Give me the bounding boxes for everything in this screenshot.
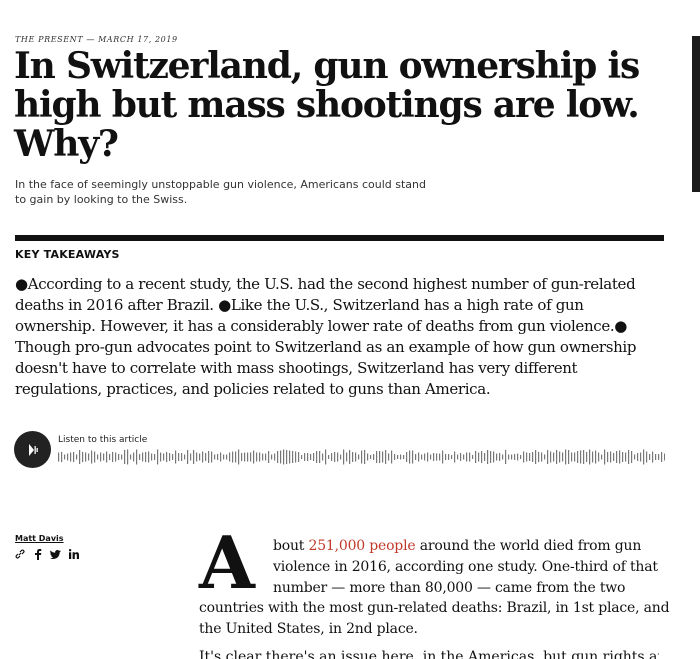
takeaway-item: Like the U.S., Switzerland has a high ra… (15, 296, 615, 335)
text-fragment: around the world died from gun (415, 538, 642, 554)
article-line-6: It's clear there's an issue here, in the… (199, 646, 659, 659)
kicker-dateline: THE PRESENT — MARCH 17, 2019 (15, 35, 178, 44)
author-link[interactable]: Matt Davis (15, 534, 64, 543)
article-line-6-text: It's clear there's an issue here, in the… (199, 649, 659, 659)
key-takeaways-list: ●According to a recent study, the U.S. h… (15, 274, 665, 400)
article-line-5: the United States, in 2nd place. (199, 621, 418, 637)
bullet-icon: ● (218, 296, 231, 314)
audio-label: Listen to this article (58, 435, 148, 445)
section-rule (15, 235, 664, 241)
drop-cap: A (199, 520, 255, 605)
takeaway-item: According to a recent study, the U.S. ha… (15, 275, 636, 314)
article-line-2: violence in 2016, according one study. O… (273, 559, 658, 575)
takeaway-item: Though pro-gun advocates point to Switze… (15, 338, 637, 398)
article-dek: In the face of seemingly unstoppable gun… (15, 178, 426, 206)
audio-waveform-scrubber[interactable] (58, 449, 665, 465)
hero-image (692, 36, 700, 192)
key-takeaways-heading: KEY TAKEAWAYS (15, 248, 120, 261)
linkedin-icon[interactable] (68, 548, 79, 560)
article-headline: In Switzerland, gun ownership is high bu… (14, 45, 640, 165)
article-line-1: bout 251,000 people around the world die… (273, 536, 641, 556)
facebook-icon[interactable] (32, 548, 43, 560)
share-icons (14, 548, 79, 560)
article-line-3: number — more than 80,000 — came from th… (273, 580, 626, 596)
bullet-icon: ● (15, 275, 28, 293)
play-audio-button[interactable] (14, 431, 51, 468)
twitter-icon[interactable] (50, 548, 61, 560)
text-fragment: bout (273, 538, 309, 554)
bullet-icon: ● (614, 317, 628, 335)
link-icon[interactable] (14, 548, 25, 560)
play-icon (28, 443, 38, 456)
source-link[interactable]: 251,000 people (308, 538, 416, 554)
article-line-4: countries with the most gun-related deat… (199, 600, 670, 616)
